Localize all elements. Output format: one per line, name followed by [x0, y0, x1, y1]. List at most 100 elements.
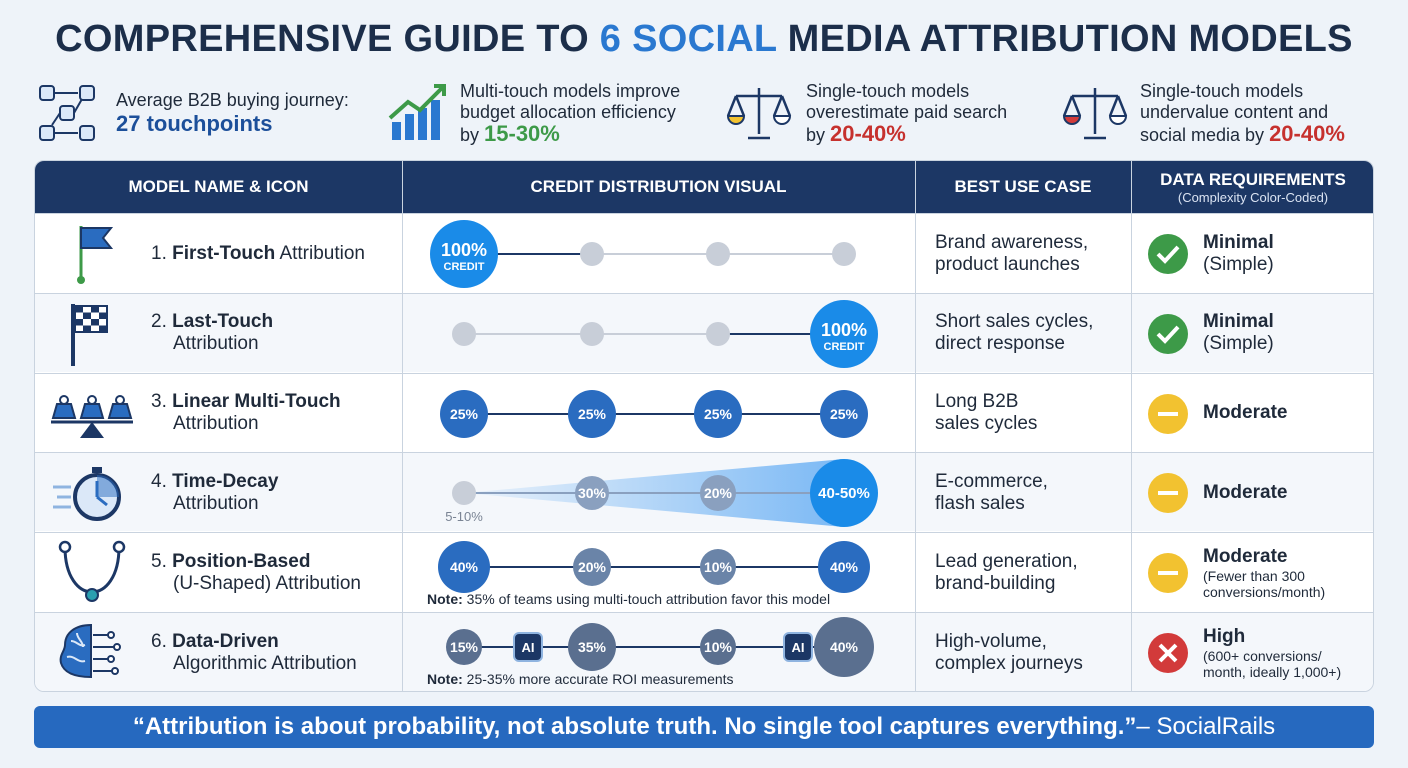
credit-visual: 5-10% 30% 20% 40-50%	[445, 459, 878, 528]
credit-node	[706, 321, 730, 346]
model-name: 3. Linear Multi-Touch Attribution	[151, 391, 341, 435]
credit-node	[452, 481, 476, 506]
credit-visual: 25% 25% 25% 25%	[440, 389, 868, 438]
page-title: COMPREHENSIVE GUIDE TO 6 SOCIAL MEDIA AT…	[0, 18, 1408, 61]
data-requirement: Moderate	[1203, 481, 1288, 503]
credit-label: 10%	[704, 639, 733, 655]
credit-visual: 100%CREDIT	[452, 299, 878, 368]
credit-node	[575, 476, 609, 511]
stat-text: Multi-touch models improve	[460, 80, 681, 101]
data-requirement: Minimal (Simple)	[1203, 311, 1274, 355]
credit-visual: 40% 20% 10% 40%	[438, 541, 870, 594]
credit-node	[580, 321, 604, 346]
stat-undervalue: Single-touch models undervalue content a…	[1062, 78, 1392, 148]
table-row: 5. Position-Based (U-Shaped) Attribution 4…	[35, 532, 1373, 611]
stat-multitouch: Multi-touch models improve budget alloca…	[386, 78, 716, 148]
stat-text: Single-touch models	[806, 80, 970, 101]
credit-node	[568, 389, 616, 438]
credit-sub: CREDIT	[824, 341, 865, 353]
header-requirements: DATA REQUIREMENTS (Complexity Color-Coded…	[1160, 169, 1346, 205]
check-icon	[1148, 313, 1188, 354]
balance-scale-icon	[1062, 88, 1128, 140]
table-row: 4. Time-Decay Attribution 5-10% 30% 20% 40-50…	[35, 452, 1373, 532]
table-row: 2. Last-Touch Attribution 100% CREDIT Short …	[35, 292, 1373, 372]
credit-label: 15%	[450, 639, 479, 655]
credit-label: 30%	[578, 485, 607, 501]
header-use: BEST USE CASE	[954, 177, 1092, 196]
minus-icon	[1148, 553, 1188, 594]
stat-value: 15-30%	[484, 120, 560, 146]
header-model: MODEL NAME & ICON	[128, 177, 309, 196]
credit-node	[700, 549, 736, 586]
best-use-case: Short sales cycles, direct response	[935, 311, 1094, 355]
table-row: 1. First-Touch Attribution 100% CREDIT Bran…	[35, 213, 1373, 292]
quote-source: – SocialRails	[1136, 713, 1276, 740]
ai-chip-icon: AI	[783, 632, 813, 662]
stat-journey: Average B2B buying journey: 27 touchpoin…	[36, 78, 366, 148]
credit-node	[700, 475, 736, 512]
credit-node	[438, 541, 490, 594]
credit-node	[446, 629, 482, 665]
check-icon	[1148, 234, 1188, 274]
credit-node	[694, 389, 742, 438]
credit-node	[430, 220, 498, 288]
growth-chart-icon	[388, 84, 446, 140]
row-note: Note: 25-35% more accurate ROI measureme…	[427, 671, 734, 687]
stat-text: Average B2B buying journey:	[116, 89, 349, 110]
stat-value: 20-40%	[1269, 120, 1345, 146]
model-name: 6. Data-Driven Algorithmic Attribution	[151, 630, 357, 674]
credit-node	[700, 629, 736, 665]
svg-text:AI: AI	[792, 640, 805, 655]
title-text: COMPREHENSIVE GUIDE TO	[55, 18, 600, 60]
best-use-case: Lead generation, brand-building	[935, 550, 1078, 594]
credit-label: 100%	[821, 320, 867, 340]
credit-label: 20%	[704, 485, 733, 501]
credit-node	[810, 299, 878, 368]
data-requirement: Moderate (Fewer than 300 conversions/mont…	[1203, 545, 1326, 600]
model-name: 2. Last-Touch Attribution	[151, 311, 274, 355]
data-requirement: High (600+ conversions/ month, ideally 1,…	[1203, 625, 1342, 680]
credit-label: 25%	[830, 406, 859, 422]
stat-text: undervalue content and	[1140, 101, 1329, 122]
credit-label: 20%	[578, 559, 607, 575]
table-header: MODEL NAME & ICON CREDIT DISTRIBUTION VI…	[35, 161, 1373, 213]
credit-label: 35%	[578, 639, 607, 655]
credit-label: 10%	[704, 559, 733, 575]
svg-text:AI: AI	[522, 640, 535, 655]
stat-text: budget allocation efficiency	[460, 101, 676, 122]
model-name: 4. Time-Decay Attribution	[151, 470, 279, 514]
stat-text: social media by	[1140, 124, 1270, 145]
row-note: Note: 35% of teams using multi-touch att…	[427, 591, 831, 608]
credit-node	[820, 389, 868, 438]
credit-label: 100%	[441, 240, 487, 260]
model-name: 1. First-Touch Attribution	[151, 242, 365, 264]
credit-visual: 100%CREDIT	[430, 220, 856, 288]
credit-node	[573, 548, 611, 587]
credit-node	[814, 617, 874, 677]
stat-value: 27 touchpoints	[116, 110, 273, 136]
balance-scale-icon	[726, 88, 792, 140]
table-row: 6. Data-Driven Algorithmic Attribution 15%…	[35, 612, 1373, 691]
title-highlight: 6 SOCIAL	[599, 18, 777, 60]
credit-node	[568, 623, 616, 671]
data-requirement: Moderate	[1203, 402, 1288, 424]
credit-label: 40%	[830, 559, 859, 575]
stat-text: Single-touch models	[1140, 80, 1304, 101]
credit-node	[452, 321, 476, 346]
stat-text: overestimate paid search	[806, 101, 1008, 122]
quote-banner: “Attribution is about probability, not a…	[34, 706, 1374, 748]
best-use-case: Brand awareness, product launches	[935, 231, 1089, 275]
credit-node	[832, 242, 856, 266]
credit-node	[818, 541, 870, 594]
best-use-case: Long B2B sales cycles	[935, 391, 1038, 435]
ai-chip-icon: AI	[513, 632, 543, 662]
credit-label: 25%	[450, 406, 479, 422]
stat-text: by	[460, 124, 485, 145]
credit-label: 40%	[450, 559, 479, 575]
credit-label: 5-10%	[445, 509, 483, 524]
best-use-case: E-commerce, flash sales	[935, 470, 1048, 514]
best-use-case: High-volume, complex journeys	[935, 630, 1083, 674]
stat-overestimate: Single-touch models overestimate paid se…	[726, 78, 1056, 148]
minus-icon	[1148, 393, 1188, 434]
data-requirement: Minimal (Simple)	[1203, 231, 1274, 275]
